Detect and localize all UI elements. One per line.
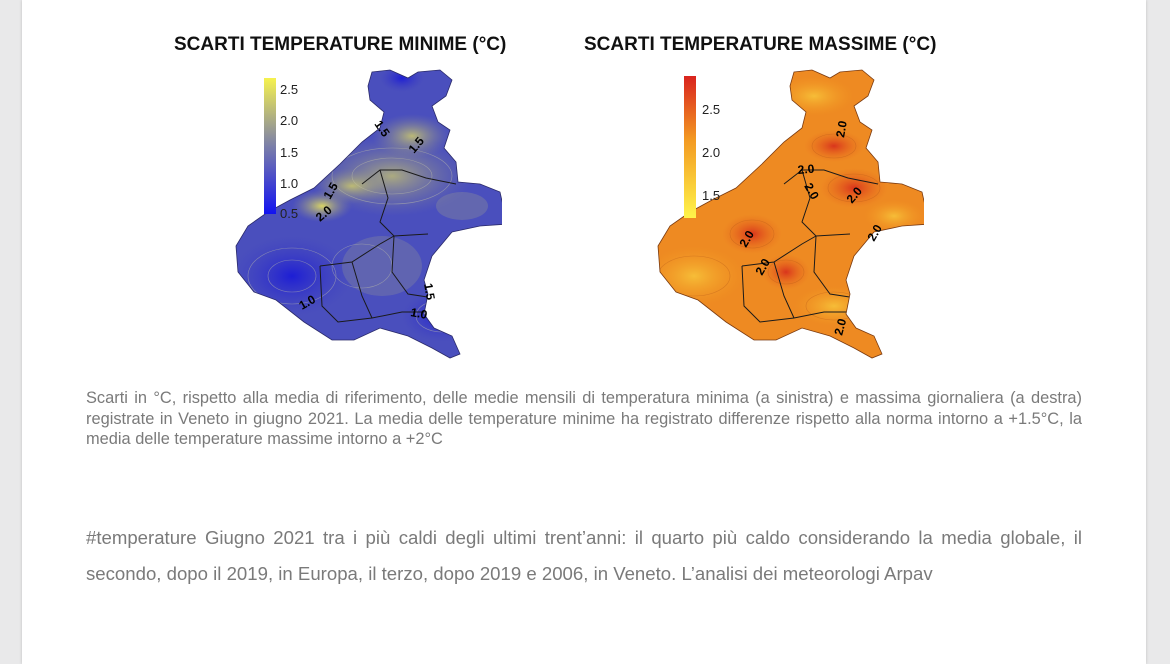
max-isoline-label: 2.0 <box>833 119 850 138</box>
max-legend-tick: 2.5 <box>702 102 720 117</box>
post-text: #temperature Giugno 2021 tra i più caldi… <box>86 527 1082 584</box>
max-temp-anomaly-map: 2.5 2.0 1.5 2.0 2.0 2.0 2.0 2.0 2.0 2.0 … <box>657 69 924 359</box>
max-isoline-label: 2.0 <box>797 162 815 177</box>
max-legend-tick: 2.0 <box>702 145 720 160</box>
min-temp-anomaly-map: 2.5 2.0 1.5 1.0 0.5 1.5 1.5 1.5 2.0 1.0 … <box>235 69 502 359</box>
min-legend-tick: 1.0 <box>280 176 298 191</box>
max-isoline-label: 2.0 <box>831 317 849 337</box>
min-legend-colorbar <box>264 78 276 214</box>
min-legend-tick: 0.5 <box>280 206 298 221</box>
min-temp-map-title: SCARTI TEMPERATURE MINIME (°C) <box>174 34 507 55</box>
min-isoline-label: 1.0 <box>409 305 428 322</box>
max-temp-map-title: SCARTI TEMPERATURE MASSIME (°C) <box>584 34 937 55</box>
max-legend-colorbar <box>684 76 696 218</box>
min-isoline-label: 1.5 <box>421 282 438 301</box>
min-legend-tick: 1.5 <box>280 145 298 160</box>
max-legend-tick: 1.5 <box>702 188 720 203</box>
min-legend-tick: 2.0 <box>280 113 298 128</box>
figure-caption: Scarti in °C, rispetto alla media di rif… <box>86 389 1082 448</box>
min-legend-tick: 2.5 <box>280 82 298 97</box>
article-page: SCARTI TEMPERATURE MINIME (°C) SCARTI TE… <box>22 0 1146 664</box>
